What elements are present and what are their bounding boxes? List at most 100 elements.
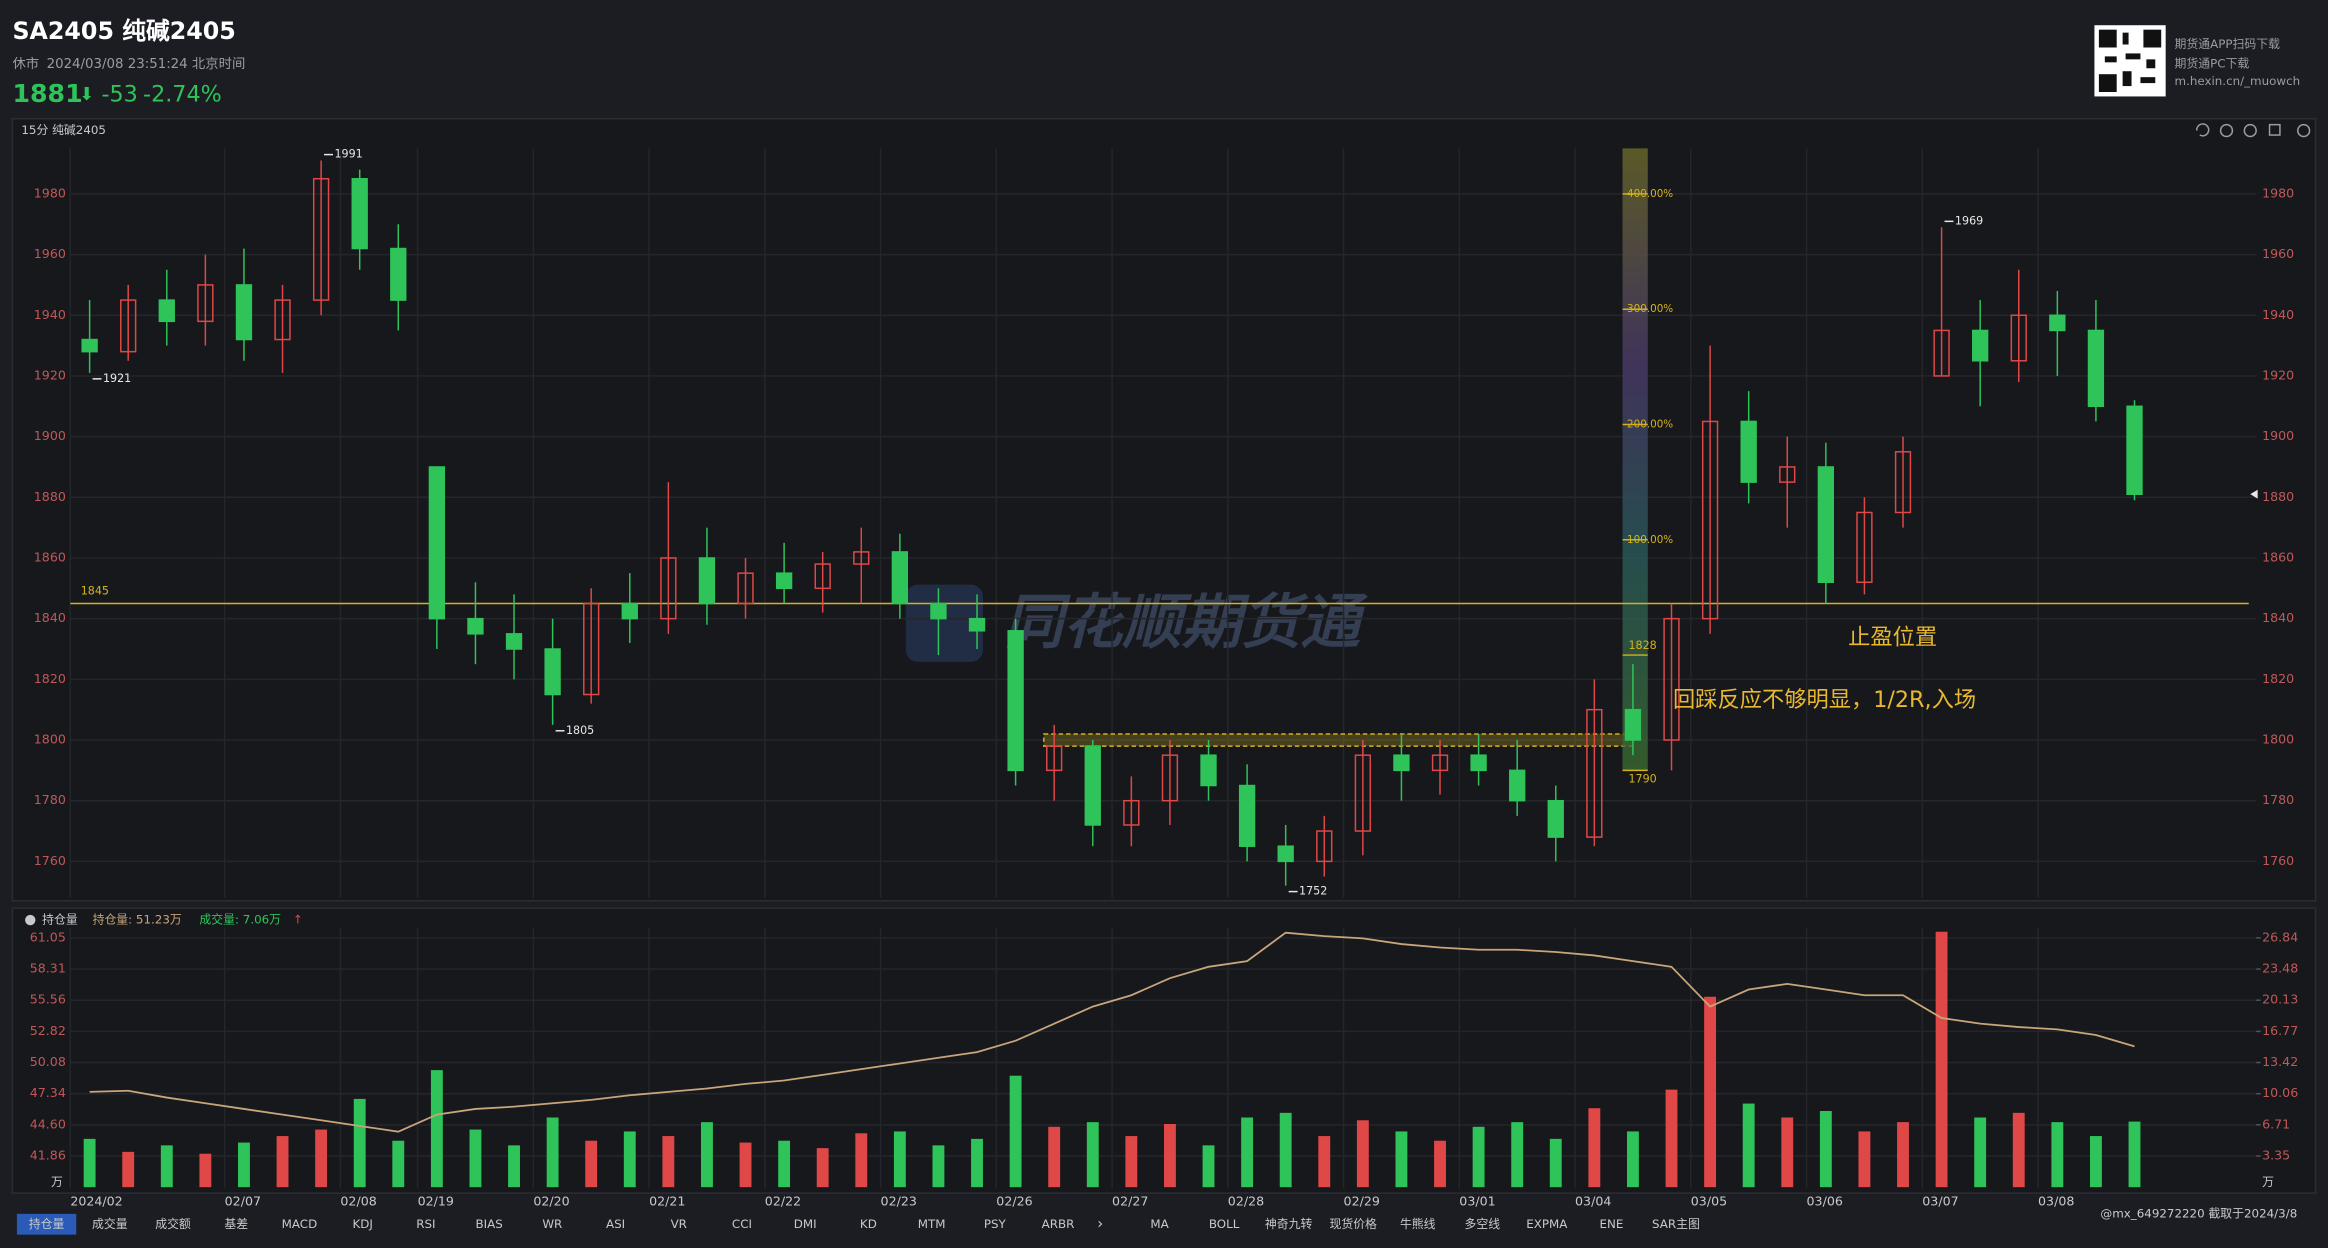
candle-body (660, 557, 677, 620)
zoom-out[interactable] (2243, 123, 2257, 138)
tab[interactable]: 成交额 (155, 1217, 191, 1231)
support-zone (1043, 733, 1634, 747)
y-tick-label: 1940 (2262, 307, 2294, 322)
x-tick-label: 02/07 (225, 1193, 261, 1208)
volume-bar (1742, 1103, 1755, 1188)
y2-tick-label: 23.48 (2262, 961, 2298, 976)
candle-body (1470, 754, 1487, 772)
y-tick-label: 1820 (34, 671, 66, 686)
tab[interactable]: KD (860, 1217, 877, 1231)
legend-entry: 成交量: 7.06万 (199, 913, 281, 927)
candle-body (1624, 708, 1642, 741)
tab[interactable]: VR (671, 1217, 687, 1231)
close[interactable] (2296, 123, 2311, 138)
candle-body (1393, 754, 1410, 772)
tab[interactable]: ARBR (1042, 1217, 1075, 1231)
y-tick-label: 1800 (2262, 732, 2294, 747)
tab[interactable]: 神奇九转 (1265, 1217, 1313, 1231)
tab[interactable]: 成交量 (92, 1217, 128, 1231)
zoom-in[interactable] (2219, 123, 2234, 138)
tab[interactable]: ENE (1599, 1217, 1623, 1231)
tab[interactable]: 牛熊线 (1400, 1217, 1436, 1231)
y2-tick-label: 13.42 (2262, 1054, 2298, 1069)
y-tick-label: 41.86 (30, 1148, 66, 1163)
tab[interactable]: BOLL (1209, 1217, 1240, 1231)
panel-tools[interactable] (2196, 123, 2311, 138)
x-tick-label: 03/06 (1807, 1193, 1843, 1208)
candle-body (197, 284, 214, 323)
tab[interactable]: MTM (918, 1217, 946, 1231)
tab[interactable]: RSI (416, 1217, 435, 1231)
y-tick-label: 1960 (34, 246, 66, 261)
extreme-label: 1991 (334, 148, 362, 161)
volume-bar (1279, 1112, 1292, 1188)
tab[interactable]: PSY (984, 1217, 1007, 1231)
candle-body (814, 563, 831, 590)
settings[interactable] (2268, 123, 2281, 136)
volume-bar (739, 1142, 752, 1188)
extreme-label: 1921 (103, 372, 131, 385)
reset[interactable] (2196, 123, 2210, 137)
legend-arrow: ↑ (293, 913, 303, 927)
tab[interactable]: BIAS (475, 1217, 502, 1231)
volume-bar (122, 1151, 135, 1188)
unit: 万 (2262, 1175, 2274, 1189)
y-tick-label: 1940 (34, 307, 66, 322)
volume-bar (816, 1148, 829, 1188)
tab-active[interactable] (16, 1213, 77, 1235)
candle-body (853, 551, 870, 565)
tab[interactable]: CCI (732, 1217, 752, 1231)
volume-bar (1665, 1089, 1678, 1188)
candle-body (1547, 799, 1564, 838)
annotation: 回踩反应不够明显，1/2R,入场 (1673, 687, 1976, 713)
qr-line: 期货通PC下载 (2175, 56, 2250, 70)
x-tick-label: 02/27 (1112, 1193, 1148, 1208)
tab[interactable]: 现货价格 (1329, 1217, 1377, 1231)
tab[interactable]: EXPMA (1526, 1217, 1568, 1231)
tab[interactable]: WR (542, 1217, 562, 1231)
volume-bar (1974, 1117, 1987, 1188)
tab[interactable]: 持仓量 (29, 1217, 65, 1231)
volume-bar (1318, 1136, 1331, 1188)
candle-body (1316, 830, 1333, 863)
volume-bar (1202, 1145, 1215, 1188)
extreme-label: 1752 (1299, 885, 1327, 898)
tab[interactable]: ASI (606, 1217, 625, 1231)
volume-bar (1588, 1108, 1601, 1188)
tab[interactable]: DMI (794, 1217, 817, 1231)
tab[interactable]: MA (1150, 1217, 1169, 1231)
candle-body (1817, 466, 1835, 583)
x-tick-label: 02/19 (418, 1193, 454, 1208)
legend-entry: 持仓量: 51.23万 (93, 913, 182, 927)
tab[interactable]: 多空线 (1465, 1217, 1501, 1231)
y-tick-label: 1820 (2262, 671, 2294, 686)
tab-scroll[interactable]: › (1097, 1215, 1103, 1232)
volume-bar (893, 1131, 906, 1188)
volume-bar (2012, 1112, 2025, 1188)
y-tick-label: 1780 (2262, 792, 2294, 807)
y-tick-label: 1760 (2262, 853, 2294, 868)
volume-bar (855, 1133, 868, 1188)
x-tick-label: 2024/02 (70, 1193, 122, 1208)
volume-bar (83, 1138, 96, 1188)
unit: 万 (51, 1175, 63, 1189)
tab[interactable]: KDJ (352, 1217, 372, 1231)
volume-bar (199, 1153, 212, 1188)
volume-bar (315, 1129, 328, 1188)
tab[interactable]: MACD (282, 1217, 318, 1231)
tab[interactable]: SAR主图 (1652, 1217, 1700, 1231)
y2-tick-label: 3.35 (2262, 1148, 2290, 1163)
y-tick-label: 1980 (2262, 185, 2294, 200)
y-tick-label: 1900 (2262, 428, 2294, 443)
candle-body (583, 602, 600, 696)
fib-label: 200.00% (1627, 418, 1673, 430)
volume-bar (546, 1117, 559, 1188)
tab[interactable]: 基差 (224, 1217, 248, 1231)
extreme-label: 1969 (1955, 214, 1983, 227)
volume-bar (1009, 1075, 1022, 1188)
candle-body (235, 284, 253, 341)
title: SA2405 纯碱2405 (12, 17, 235, 45)
y-tick-label: 44.60 (30, 1116, 66, 1131)
volume-bar (1125, 1136, 1138, 1188)
